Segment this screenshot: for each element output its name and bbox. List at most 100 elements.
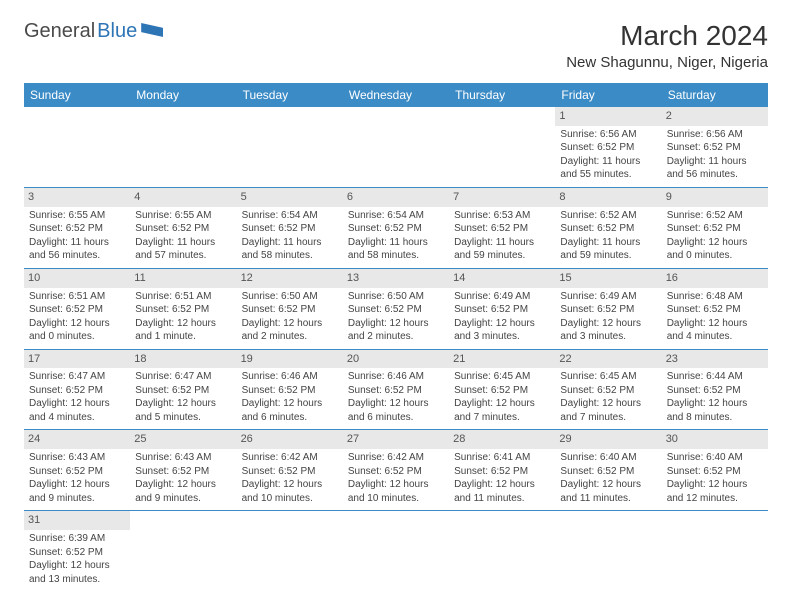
daylight-text: Daylight: 11 hours and 58 minutes. (348, 236, 444, 263)
calendar-cell (130, 107, 236, 187)
day-number: 1 (555, 107, 661, 126)
sunrise-text: Sunrise: 6:43 AM (29, 451, 125, 465)
daylight-text: Daylight: 12 hours and 12 minutes. (667, 478, 763, 505)
calendar-row: 3Sunrise: 6:55 AMSunset: 6:52 PMDaylight… (24, 187, 768, 268)
logo-text-blue: Blue (97, 20, 137, 43)
sunset-text: Sunset: 6:52 PM (29, 384, 125, 398)
calendar-cell: 20Sunrise: 6:46 AMSunset: 6:52 PMDayligh… (343, 349, 449, 430)
day-number: 14 (449, 269, 555, 288)
calendar-cell: 6Sunrise: 6:54 AMSunset: 6:52 PMDaylight… (343, 187, 449, 268)
daylight-text: Daylight: 12 hours and 1 minute. (135, 317, 231, 344)
sunset-text: Sunset: 6:52 PM (667, 222, 763, 236)
sunrise-text: Sunrise: 6:50 AM (242, 290, 338, 304)
calendar-cell (24, 107, 130, 187)
day-number: 25 (130, 430, 236, 449)
calendar-cell: 27 Sunrise: 6:42 AMSunset: 6:52 PMDayligh… (343, 430, 449, 511)
sunrise-text: Sunrise: 6:42 AM (348, 451, 444, 465)
calendar-cell: 3Sunrise: 6:55 AMSunset: 6:52 PMDaylight… (24, 187, 130, 268)
sunset-text: Sunset: 6:52 PM (135, 465, 231, 479)
calendar-row: 17Sunrise: 6:47 AMSunset: 6:52 PMDayligh… (24, 349, 768, 430)
weekday-header: Wednesday (343, 83, 449, 107)
day-number: 12 (237, 269, 343, 288)
calendar-cell: 11 Sunrise: 6:51 AMSunset: 6:52 PMDayligh… (130, 268, 236, 349)
sunset-text: Sunset: 6:52 PM (348, 222, 444, 236)
calendar-head: SundayMondayTuesdayWednesdayThursdayFrid… (24, 83, 768, 107)
day-number: 18 (130, 350, 236, 369)
sunset-text: Sunset: 6:52 PM (242, 465, 338, 479)
calendar-cell: 19Sunrise: 6:46 AMSunset: 6:52 PMDayligh… (237, 349, 343, 430)
sunset-text: Sunset: 6:52 PM (560, 303, 656, 317)
sunset-text: Sunset: 6:52 PM (454, 465, 550, 479)
calendar-cell: 12 Sunrise: 6:50 AMSunset: 6:52 PMDayligh… (237, 268, 343, 349)
sunrise-text: Sunrise: 6:56 AM (667, 128, 763, 142)
daylight-text: Daylight: 12 hours and 6 minutes. (348, 397, 444, 424)
sunrise-text: Sunrise: 6:46 AM (242, 370, 338, 384)
sunset-text: Sunset: 6:52 PM (454, 222, 550, 236)
sunrise-text: Sunrise: 6:52 AM (667, 209, 763, 223)
daylight-text: Daylight: 12 hours and 7 minutes. (454, 397, 550, 424)
sunrise-text: Sunrise: 6:56 AM (560, 128, 656, 142)
day-number: 15 (555, 269, 661, 288)
day-number: 24 (24, 430, 130, 449)
calendar-cell: 17Sunrise: 6:47 AMSunset: 6:52 PMDayligh… (24, 349, 130, 430)
day-number: 29 (555, 430, 661, 449)
sunset-text: Sunset: 6:52 PM (667, 384, 763, 398)
sunset-text: Sunset: 6:52 PM (348, 465, 444, 479)
day-number: 11 (130, 269, 236, 288)
sunrise-text: Sunrise: 6:52 AM (560, 209, 656, 223)
day-number: 30 (662, 430, 768, 449)
daylight-text: Daylight: 12 hours and 6 minutes. (242, 397, 338, 424)
calendar-cell (449, 107, 555, 187)
sunset-text: Sunset: 6:52 PM (242, 222, 338, 236)
sunrise-text: Sunrise: 6:49 AM (454, 290, 550, 304)
daylight-text: Daylight: 11 hours and 58 minutes. (242, 236, 338, 263)
sunrise-text: Sunrise: 6:47 AM (135, 370, 231, 384)
calendar-cell: 18Sunrise: 6:47 AMSunset: 6:52 PMDayligh… (130, 349, 236, 430)
sunrise-text: Sunrise: 6:44 AM (667, 370, 763, 384)
sunset-text: Sunset: 6:52 PM (454, 384, 550, 398)
header: General Blue March 2024 New Shagunnu, Ni… (24, 20, 768, 71)
sunset-text: Sunset: 6:52 PM (135, 303, 231, 317)
sunset-text: Sunset: 6:52 PM (29, 222, 125, 236)
day-number: 19 (237, 350, 343, 369)
daylight-text: Daylight: 12 hours and 9 minutes. (29, 478, 125, 505)
calendar-cell: 14Sunrise: 6:49 AMSunset: 6:52 PMDayligh… (449, 268, 555, 349)
day-number: 22 (555, 350, 661, 369)
calendar-row: 31Sunrise: 6:39 AMSunset: 6:52 PMDayligh… (24, 511, 768, 591)
sunrise-text: Sunrise: 6:51 AM (135, 290, 231, 304)
sunset-text: Sunset: 6:52 PM (29, 546, 125, 560)
sunset-text: Sunset: 6:52 PM (242, 303, 338, 317)
day-number: 31 (24, 511, 130, 530)
sunset-text: Sunset: 6:52 PM (29, 303, 125, 317)
calendar-row: 10Sunrise: 6:51 AMSunset: 6:52 PMDayligh… (24, 268, 768, 349)
calendar-cell: 25Sunrise: 6:43 AMSunset: 6:52 PMDayligh… (130, 430, 236, 511)
day-number: 9 (662, 188, 768, 207)
daylight-text: Daylight: 12 hours and 10 minutes. (348, 478, 444, 505)
day-number: 28 (449, 430, 555, 449)
logo-text-general: General (24, 20, 95, 43)
day-number: 3 (24, 188, 130, 207)
daylight-text: Daylight: 12 hours and 2 minutes. (242, 317, 338, 344)
sunset-text: Sunset: 6:52 PM (135, 222, 231, 236)
day-number: 27 (343, 430, 449, 449)
sunrise-text: Sunrise: 6:39 AM (29, 532, 125, 546)
day-number: 2 (662, 107, 768, 126)
flag-icon (141, 23, 163, 37)
day-number: 4 (130, 188, 236, 207)
sunrise-text: Sunrise: 6:54 AM (348, 209, 444, 223)
calendar-cell: 31Sunrise: 6:39 AMSunset: 6:52 PMDayligh… (24, 511, 130, 591)
daylight-text: Daylight: 12 hours and 3 minutes. (560, 317, 656, 344)
sunrise-text: Sunrise: 6:43 AM (135, 451, 231, 465)
logo: General Blue (24, 20, 163, 43)
daylight-text: Daylight: 11 hours and 57 minutes. (135, 236, 231, 263)
sunset-text: Sunset: 6:52 PM (560, 384, 656, 398)
calendar-cell (343, 511, 449, 591)
daylight-text: Daylight: 11 hours and 55 minutes. (560, 155, 656, 182)
day-number: 20 (343, 350, 449, 369)
day-number: 21 (449, 350, 555, 369)
calendar-cell: 8Sunrise: 6:52 AMSunset: 6:52 PMDaylight… (555, 187, 661, 268)
sunset-text: Sunset: 6:52 PM (560, 141, 656, 155)
sunrise-text: Sunrise: 6:55 AM (29, 209, 125, 223)
calendar-row: 24Sunrise: 6:43 AMSunset: 6:52 PMDayligh… (24, 430, 768, 511)
calendar-cell (449, 511, 555, 591)
